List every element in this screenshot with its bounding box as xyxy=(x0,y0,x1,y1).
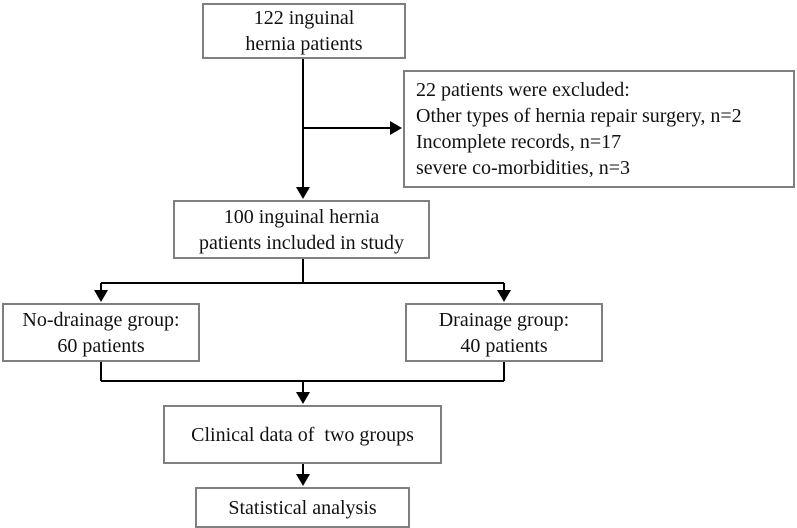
box-excluded-line-3: Incomplete records, n=17 xyxy=(416,131,622,153)
box-included-patients: 100 inguinal hernia patients included in… xyxy=(173,200,430,259)
box-included-line-1: 100 inguinal hernia xyxy=(223,205,380,228)
arrow-down-to-statistical-icon xyxy=(296,474,310,486)
box-statistical-label: Statistical analysis xyxy=(228,496,377,519)
box-drainage-line-2: 40 patients xyxy=(460,334,548,357)
box-no-drainage-line-2: 60 patients xyxy=(57,334,145,357)
box-excluded-line-4: severe co-morbidities, n=3 xyxy=(416,157,630,179)
box-drainage-line-1: Drainage group: xyxy=(438,308,570,331)
box-no-drainage-line-1: No-drainage group: xyxy=(22,308,180,331)
box-total-patients: 122 inguinal hernia patients xyxy=(202,3,406,59)
arrow-down-to-clinical-icon xyxy=(296,392,310,404)
box-excluded-patients: 22 patients were excluded: Other types o… xyxy=(403,70,795,188)
arrow-down-to-no-drainage-icon xyxy=(94,290,108,302)
box-included-line-2: patients included in study xyxy=(199,231,404,254)
arrow-down-to-drainage-icon xyxy=(497,290,511,302)
box-total-line-2: hernia patients xyxy=(245,33,363,55)
box-no-drainage-group: No-drainage group: 60 patients xyxy=(2,303,200,362)
box-clinical-data: Clinical data of two groups xyxy=(163,405,442,464)
box-clinical-label: Clinical data of two groups xyxy=(191,423,414,446)
box-excluded-line-1: 22 patients were excluded: xyxy=(416,79,630,101)
arrow-right-to-excluded-icon xyxy=(390,121,402,135)
box-drainage-group: Drainage group: 40 patients xyxy=(405,303,603,362)
box-statistical-analysis: Statistical analysis xyxy=(195,487,410,528)
box-total-line-1: 122 inguinal xyxy=(253,7,355,29)
arrow-down-to-included-icon xyxy=(296,187,310,199)
box-excluded-line-2: Other types of hernia repair surgery, n=… xyxy=(416,105,742,127)
